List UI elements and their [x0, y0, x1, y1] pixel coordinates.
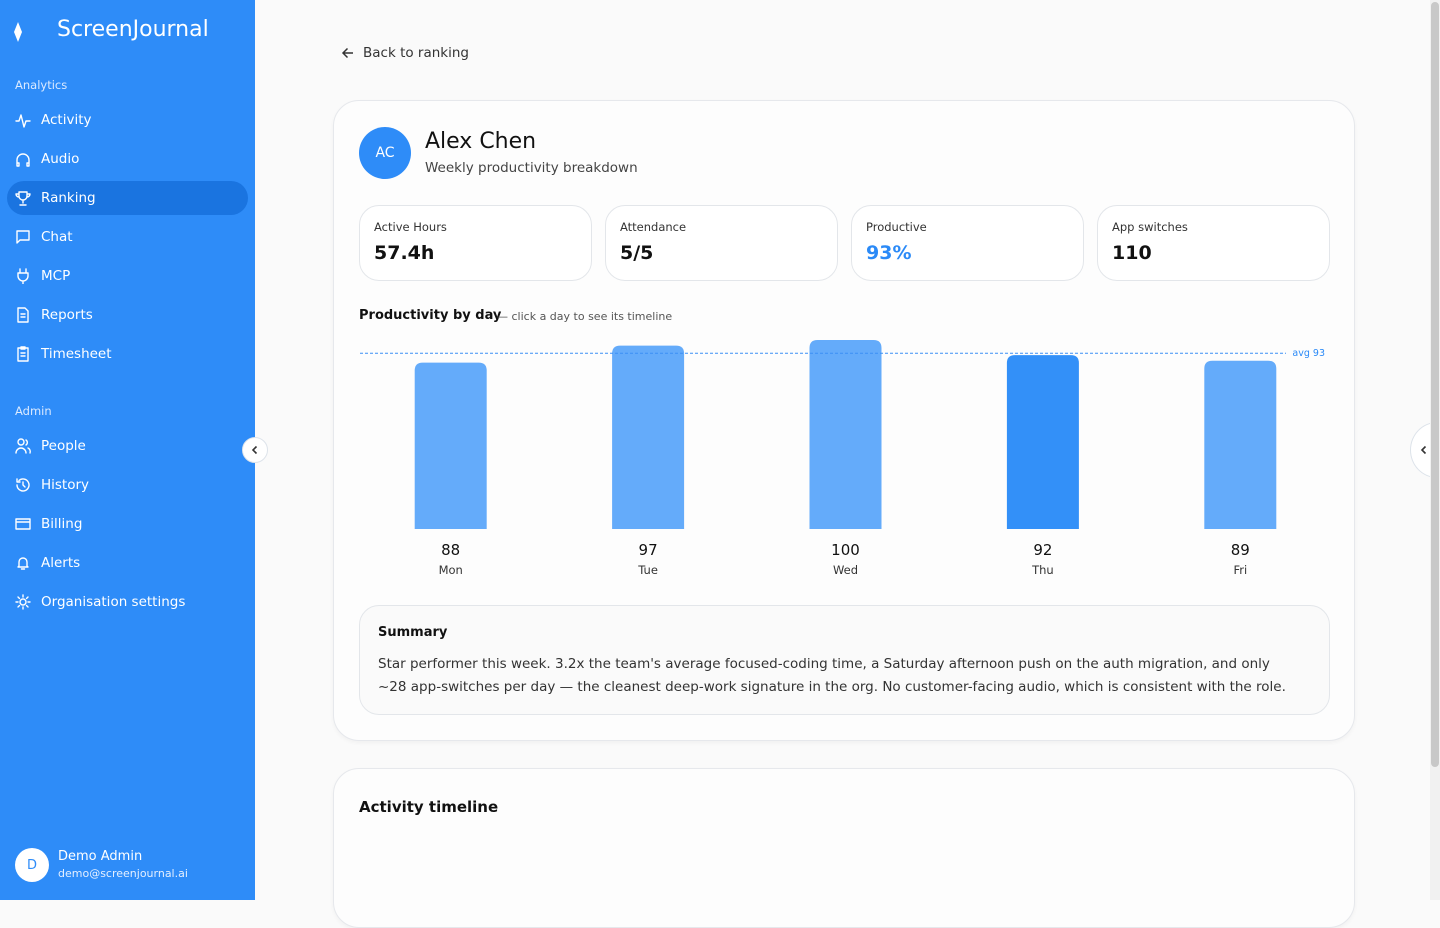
nav-item[interactable]: Chat [7, 220, 248, 254]
value-label: 89 [1231, 541, 1250, 559]
stat-value: 57.4h [374, 242, 435, 264]
profile-card: AC Alex Chen Weekly productivity breakdo… [333, 100, 1355, 741]
summary: Summary Star performer this week. 3.2x t… [359, 605, 1330, 715]
nav-label: Activity [41, 112, 92, 128]
stat-card: Attendance 5/5 [605, 205, 838, 281]
stat-value: 5/5 [620, 242, 654, 264]
nav-icon [17, 557, 29, 570]
nav-label: People [41, 438, 86, 454]
sidebar: ScreenJournal Analytics Activity Audio Rank… [0, 0, 255, 900]
nav-icon [17, 346, 29, 362]
nav-icon [17, 268, 29, 284]
section-title: Admin [15, 404, 52, 418]
back-text: Back to ranking [363, 45, 469, 61]
collapse-button[interactable] [242, 437, 268, 463]
section-title: Analytics [15, 78, 68, 92]
nav-item[interactable]: Reports [7, 298, 248, 332]
bar[interactable] [1204, 360, 1277, 529]
nav-label: Reports [41, 307, 93, 323]
nav-item[interactable]: MCP [7, 259, 248, 293]
nav-label: History [41, 477, 90, 493]
stat-label: Active Hours [374, 220, 447, 234]
bar[interactable] [809, 340, 882, 529]
nav-icon [15, 114, 31, 128]
value-label: 88 [441, 541, 460, 559]
user-name: Demo Admin [58, 849, 143, 864]
avatar: AC [359, 127, 411, 179]
user-email: demo@screenjournal.ai [58, 867, 188, 880]
person-subtitle: Weekly productivity breakdown [425, 160, 638, 176]
stat-value: 110 [1112, 242, 1152, 264]
nav-icon [16, 153, 30, 167]
nav-item[interactable]: Timesheet [7, 337, 248, 371]
timeline-card: Activity timeline [333, 768, 1355, 928]
nav-label: Timesheet [41, 346, 112, 362]
nav-item[interactable]: Audio [7, 142, 248, 176]
bar[interactable] [414, 362, 487, 529]
brand: ScreenJournal [57, 17, 209, 42]
value-label: 100 [831, 541, 860, 559]
nav-icon [15, 518, 31, 530]
nav-item[interactable]: Ranking [7, 181, 248, 215]
person-name: Alex Chen [425, 129, 537, 154]
stat-label: Productive [866, 220, 927, 234]
category-label: Thu [1031, 563, 1054, 577]
logo [14, 22, 22, 42]
bar[interactable] [612, 345, 685, 529]
nav-icon [15, 594, 31, 610]
nav-label: MCP [41, 268, 71, 284]
nav-label: Ranking [41, 190, 96, 206]
nav-label: Audio [41, 151, 80, 167]
nav-label: Alerts [41, 555, 81, 571]
scroll-thumb[interactable] [1431, 2, 1439, 767]
value-label: 92 [1033, 541, 1052, 559]
nav-item[interactable]: Organisation settings [7, 585, 248, 619]
stat-card: Active Hours 57.4h [359, 205, 592, 281]
back-link[interactable]: Back to ranking [341, 45, 469, 61]
stat-card: Productive 93% [851, 205, 1084, 281]
category-label: Fri [1233, 563, 1247, 577]
timeline-title: Activity timeline [359, 798, 499, 816]
bar[interactable] [1006, 355, 1079, 529]
chart-title: Productivity by day [359, 308, 502, 323]
nav-label: Chat [41, 229, 73, 245]
chart-subtitle: — click a day to see its timeline [497, 310, 673, 323]
nav-label: Organisation settings [41, 594, 186, 610]
nav-icon [15, 438, 31, 454]
nav-icon [17, 307, 29, 323]
summary-text: Star performer this week. 3.2x the team'… [378, 656, 1286, 695]
nav-item[interactable]: People [7, 429, 248, 463]
nav-icon [16, 230, 30, 244]
category-label: Wed [833, 563, 858, 577]
category-label: Mon [439, 563, 463, 577]
value-label: 97 [639, 541, 658, 559]
stat-card: App switches 110 [1097, 205, 1330, 281]
nav-item[interactable]: Activity [7, 103, 248, 137]
nav-icon [16, 478, 30, 492]
stat-label: App switches [1112, 220, 1188, 234]
nav-icon [15, 191, 31, 206]
category-label: Tue [637, 563, 658, 577]
chart: 88 Mon 97 Tue 100 Wed 92 Thu 89 Fri avg 93 [360, 340, 1325, 577]
nav-label: Billing [41, 516, 83, 532]
summary-title: Summary [378, 625, 448, 640]
nav-item[interactable]: History [7, 468, 248, 502]
nav-item[interactable]: Billing [7, 507, 248, 541]
nav-item[interactable]: Alerts [7, 546, 248, 580]
stat-label: Attendance [620, 220, 687, 234]
average-label: avg 93 [1292, 348, 1325, 359]
stat-value: 93% [866, 242, 912, 264]
scrollbar [1430, 0, 1440, 900]
user-avatar[interactable]: D [15, 848, 49, 882]
